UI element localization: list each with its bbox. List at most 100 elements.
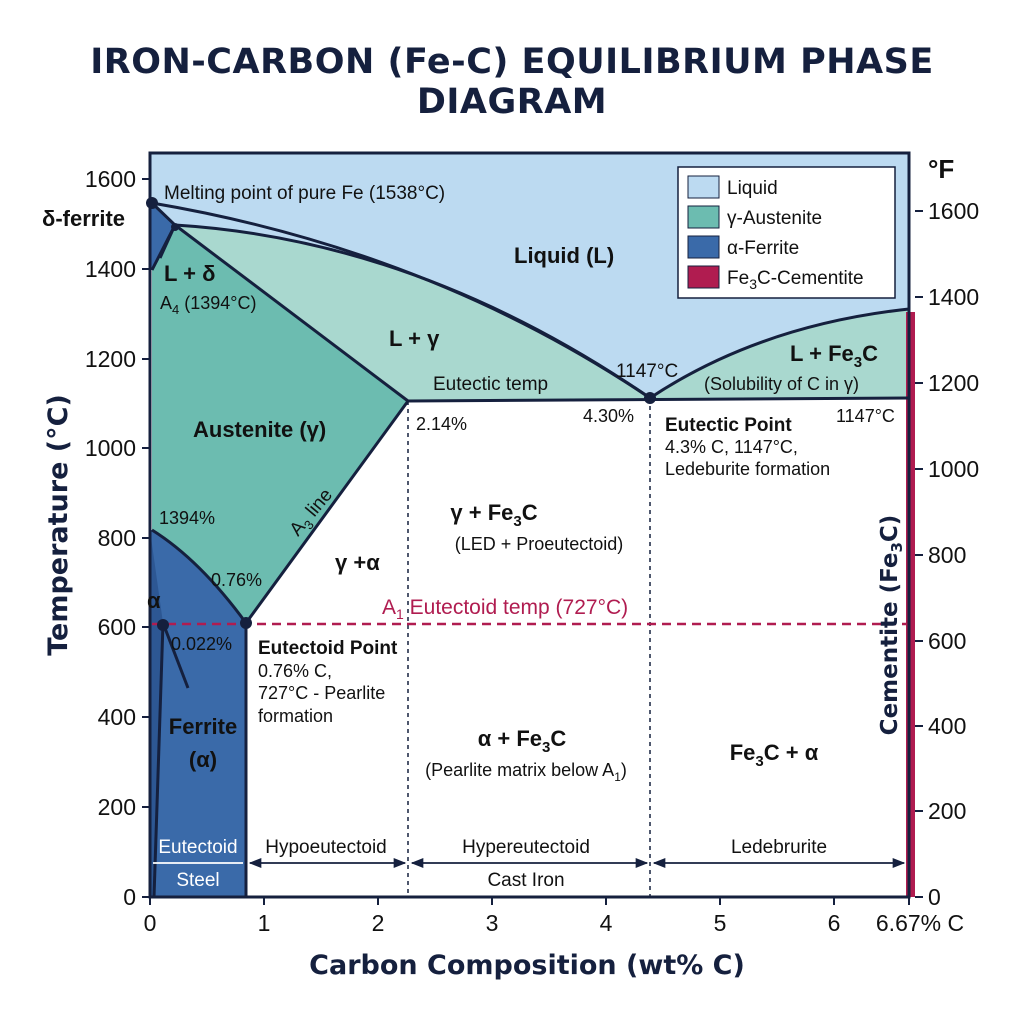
eutectic-point-title: Eutectic Point [665, 415, 792, 436]
austenite-region-label: Austenite (γ) [193, 417, 326, 442]
band-hypereutectoid: Hypereutectoid [462, 837, 590, 858]
gamma-alpha-label: γ +α [335, 550, 380, 575]
legend-label-liquid: Liquid [727, 178, 778, 199]
f-tick-label: 600 [928, 628, 966, 654]
f-tick-label: 1000 [928, 456, 979, 482]
l-plus-gamma-region [175, 225, 650, 401]
fe3c-alpha-label: Fe3C + α [730, 740, 819, 770]
f-tick-label: 1600 [928, 198, 979, 224]
y-axis-tick-marks [142, 178, 150, 898]
pct-0022-label: 0.022% [171, 634, 232, 654]
x-tick-label: 4 [600, 910, 613, 936]
f-tick-label: 1200 [928, 370, 979, 396]
l-fe3c-label: L + Fe3C [790, 341, 878, 371]
f-unit-label: °F [928, 154, 954, 184]
ferrite-alpha-label: (α) [189, 747, 217, 772]
ferrite-alpha-line [161, 622, 190, 689]
y2-axis-title: Cementite (Fe3C) [877, 515, 906, 736]
x-tick-label: 5 [714, 910, 727, 936]
y-tick-label: 1600 [85, 166, 136, 192]
l-plus-fe3c-region [650, 309, 909, 398]
led-proeutectoid-label: (LED + Proeutectoid) [455, 534, 624, 554]
pct-430-label: 4.30% [583, 406, 634, 426]
a4-label: A4 (1394°C) [160, 293, 256, 317]
austenite-region [152, 225, 408, 623]
eutectoid-point-line3: formation [258, 706, 333, 726]
y-tick-label: 1000 [85, 435, 136, 461]
l-delta-label: L + δ [164, 261, 215, 286]
y-tick-label: 800 [98, 525, 136, 551]
band-cast-iron: Cast Iron [487, 870, 564, 891]
eutectic-point-line2: Ledeburite formation [665, 459, 830, 479]
legend-swatch-ferrite [687, 235, 720, 259]
eutectoid-point-line1: 0.76% C, [258, 661, 332, 681]
band-ledeburite: Ledebrurite [731, 837, 827, 858]
alpha-fe3c-label: α + Fe3C [478, 726, 567, 756]
eutectoid-point-line2: 727°C - Pearlite [258, 683, 385, 703]
melting-point-marker [146, 197, 158, 209]
x-tick-label: 6 [828, 910, 841, 936]
pct-076-label: 0.76% [211, 570, 262, 590]
y-tick-label: 400 [98, 704, 136, 730]
y-tick-label: 200 [98, 794, 136, 820]
band-hypoeutectoid: Hypoeutectoid [265, 837, 386, 858]
y-tick-label: 0 [123, 884, 136, 910]
gamma-fe3c-label: γ + Fe3C [450, 500, 537, 530]
legend-label-austenite: γ-Austenite [727, 208, 822, 229]
liquid-region-label: Liquid (L) [514, 243, 614, 268]
solubility-label: (Solubility of C in γ) [704, 374, 859, 394]
peritectic-point-marker [171, 223, 179, 231]
melting-point-label: Melting point of pure Fe (1538°C) [164, 183, 445, 204]
delta-ferrite-label: δ-ferrite [42, 206, 125, 231]
solidus-line [174, 223, 409, 403]
cementite-liquidus-line [649, 307, 910, 400]
eutectic-temp-label: Eutectic temp [433, 374, 548, 395]
x-tick-label: 3 [486, 910, 499, 936]
f-tick-label: 0 [928, 884, 941, 910]
eutectoid-point-title: Eutectoid Point [258, 638, 398, 659]
x-tick-label: 0 [144, 910, 157, 936]
delta-line-2 [158, 224, 177, 259]
legend-swatch-cementite [687, 265, 720, 289]
y-tick-label: 600 [98, 614, 136, 640]
pearlite-matrix-label: (Pearlite matrix below A1) [425, 760, 627, 784]
eutectic-point-line1: 4.3% C, 1147°C, [665, 437, 798, 457]
temp-1394-label: 1394% [159, 508, 215, 528]
f-tick-label: 400 [928, 713, 966, 739]
eutectoid-point-marker [240, 617, 252, 629]
l-gamma-label: L + γ [389, 326, 440, 351]
y-tick-label: 1400 [85, 256, 136, 282]
legend-label-cementite: Fe3C-Cementite [727, 268, 864, 292]
x-axis-ticks: 0 1 2 3 4 5 6 6.67% C [144, 910, 965, 936]
legend-swatch-liquid [687, 175, 720, 199]
x-axis-tick-marks [149, 897, 910, 905]
ferrite-region-label: Ferrite [169, 714, 237, 739]
eutectic-temp-right: 1147°C [836, 406, 895, 426]
pct-214-label: 2.14% [416, 414, 467, 434]
y-axis-title: Temperature (°C) [43, 394, 74, 656]
f-axis-ticks: 0 200 400 600 800 1000 1200 1400 1600 [928, 198, 979, 910]
band-steel: Steel [176, 870, 219, 891]
legend: Liquid γ-Austenite α-Ferrite Fe3C-Cement… [677, 166, 896, 299]
y-axis-ticks: 0 200 400 600 800 1000 1200 1400 1600 [85, 166, 136, 910]
acm-line [244, 400, 410, 624]
f-tick-label: 1400 [928, 284, 979, 310]
x-tick-label: 1 [258, 910, 271, 936]
x-tick-label: 2 [372, 910, 385, 936]
eutectic-temp-value: 1147°C [616, 361, 678, 382]
f-tick-label: 800 [928, 542, 966, 568]
page-title: IRON-CARBON (Fe-C) EQUILIBRIUM PHASE DIA… [90, 42, 934, 122]
legend-swatch-austenite [687, 205, 720, 229]
plot-border [148, 151, 911, 899]
band-eutectoid: Eutectoid [158, 837, 237, 858]
f-axis-tick-marks [915, 210, 923, 898]
f-tick-label: 200 [928, 798, 966, 824]
ferrite-solubility-marker [157, 619, 169, 631]
alpha-small-label: α [147, 588, 161, 613]
x-tick-label: 6.67% C [876, 910, 964, 936]
ferrite-region [150, 530, 246, 897]
composition-guides [407, 398, 651, 897]
phase-boundaries [150, 201, 910, 898]
upper-liquidus-line [174, 223, 651, 400]
